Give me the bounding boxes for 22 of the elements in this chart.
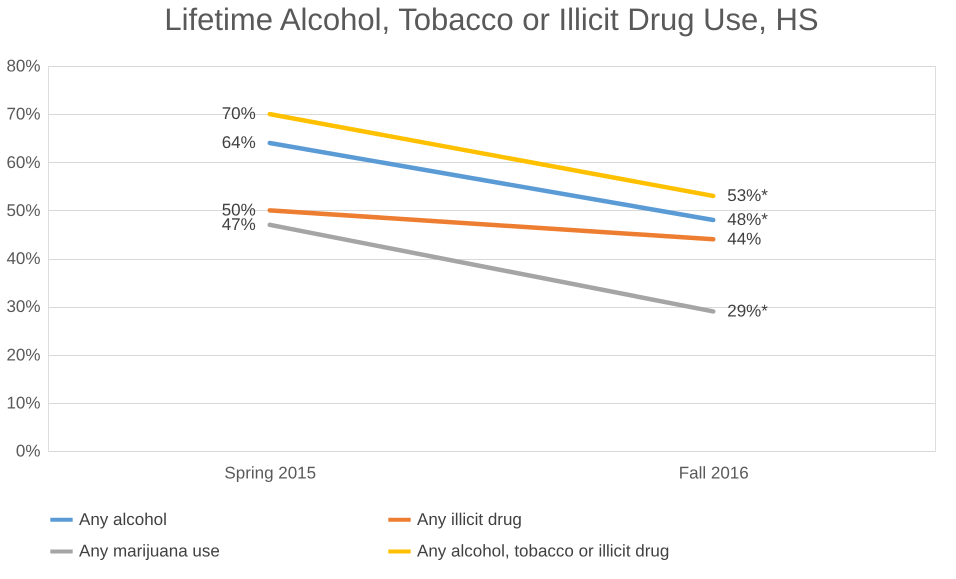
data-label: 70% xyxy=(222,104,256,124)
y-tick-label: 60% xyxy=(6,152,40,172)
x-tick-label: Fall 2016 xyxy=(678,464,749,482)
legend-label: Any illicit drug xyxy=(417,510,522,529)
data-label: 44% xyxy=(727,229,762,248)
y-tick-label: 50% xyxy=(6,200,40,220)
data-label: 53%* xyxy=(727,186,768,205)
legend-label: Any alcohol, tobacco or illicit drug xyxy=(417,542,670,560)
data-label: 64% xyxy=(222,133,256,152)
data-label: 48%* xyxy=(727,210,768,229)
chart-title: Lifetime Alcohol, Tobacco or Illicit Drug Use, HS xyxy=(164,2,819,37)
y-tick-label: 40% xyxy=(6,249,40,268)
y-tick-label: 80% xyxy=(6,56,40,76)
y-tick-label: 10% xyxy=(6,393,40,412)
legend-label: Any marijuana use xyxy=(79,542,220,560)
y-tick-label: 70% xyxy=(6,104,40,124)
data-label: 29%* xyxy=(727,301,768,320)
x-tick-label: Spring 2015 xyxy=(224,464,316,482)
legend-label: Any alcohol xyxy=(79,510,167,529)
y-tick-label: 30% xyxy=(6,297,40,316)
y-tick-label: 0% xyxy=(16,442,40,460)
y-tick-label: 20% xyxy=(6,345,40,364)
